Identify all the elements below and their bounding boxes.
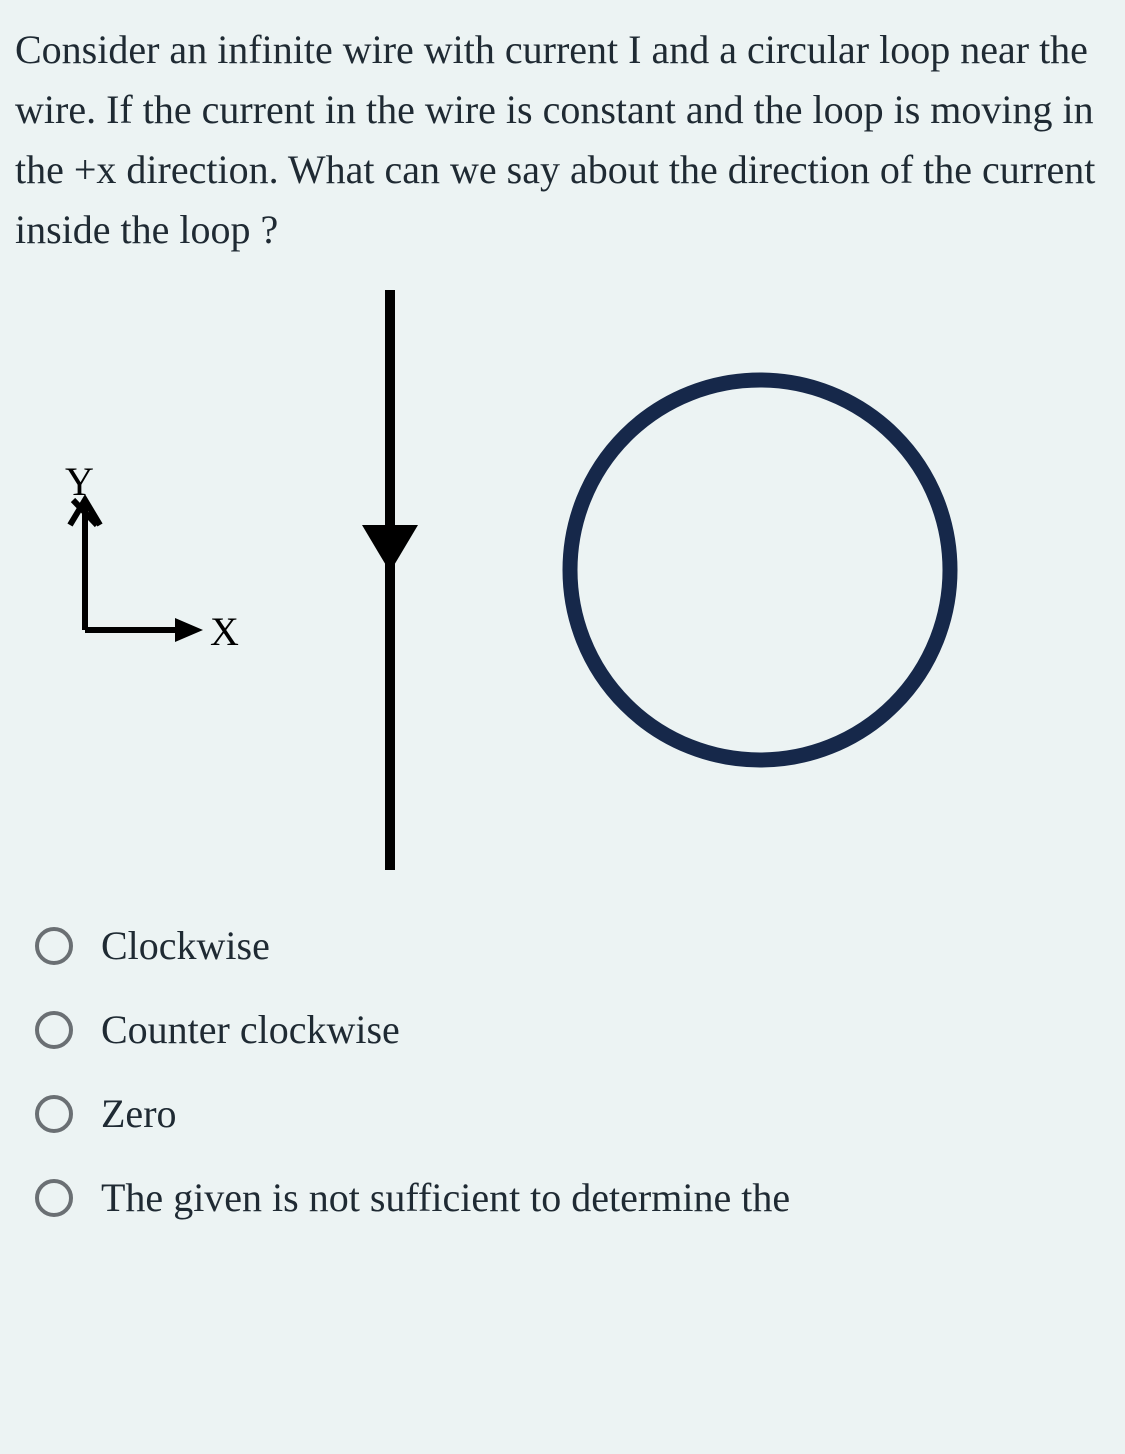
circular-loop	[570, 380, 950, 760]
diagram-svg: Y X	[15, 290, 1015, 880]
option-counter-clockwise[interactable]: Counter clockwise	[35, 1004, 1110, 1056]
question-text: Consider an infinite wire with current I…	[15, 20, 1110, 260]
radio-icon[interactable]	[35, 1179, 73, 1217]
question-page: Consider an infinite wire with current I…	[0, 0, 1125, 1296]
x-axis-label: X	[210, 609, 239, 654]
physics-diagram: Y X	[15, 290, 1110, 880]
option-label: Zero	[101, 1088, 177, 1140]
answer-options: Clockwise Counter clockwise Zero The giv…	[15, 920, 1110, 1224]
option-label: The given is not sufficient to determine…	[101, 1172, 790, 1224]
x-axis-arrowhead	[175, 618, 203, 642]
option-label: Counter clockwise	[101, 1004, 400, 1056]
infinite-wire	[362, 290, 418, 870]
current-arrowhead-icon	[362, 525, 418, 572]
coordinate-axes: Y X	[65, 459, 239, 654]
radio-icon[interactable]	[35, 1095, 73, 1133]
radio-icon[interactable]	[35, 1011, 73, 1049]
option-insufficient[interactable]: The given is not sufficient to determine…	[35, 1172, 1110, 1224]
option-clockwise[interactable]: Clockwise	[35, 920, 1110, 972]
option-label: Clockwise	[101, 920, 270, 972]
radio-icon[interactable]	[35, 927, 73, 965]
y-axis-label: Y	[65, 459, 94, 504]
option-zero[interactable]: Zero	[35, 1088, 1110, 1140]
